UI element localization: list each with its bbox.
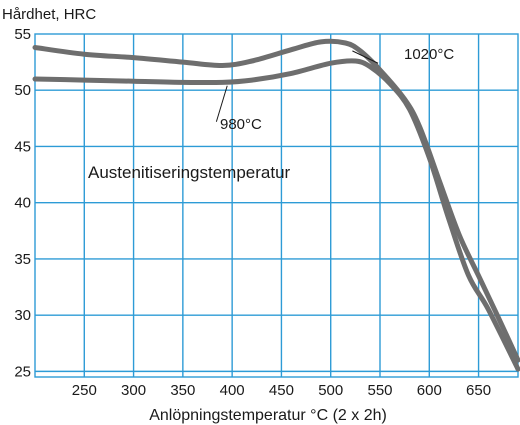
x-tick-labels: 250 300 350 400 450 500 550 600 650 xyxy=(72,382,491,399)
series-line-980c xyxy=(32,58,520,372)
y-tick-label: 40 xyxy=(14,195,31,212)
series-line-1020c xyxy=(32,38,520,363)
y-tick-label: 50 xyxy=(14,82,31,99)
y-tick-labels: 25 30 35 40 45 50 55 xyxy=(14,26,31,380)
x-tick-label: 400 xyxy=(220,382,245,399)
x-tick-label: 450 xyxy=(269,382,294,399)
grid xyxy=(34,33,519,378)
y-tick-label: 25 xyxy=(14,363,31,380)
y-axis-label: Hårdhet, HRC xyxy=(2,6,96,23)
x-tick-label: 550 xyxy=(367,382,392,399)
x-tick-label: 650 xyxy=(466,382,491,399)
plot-frame xyxy=(34,33,519,378)
x-tick-label: 600 xyxy=(417,382,442,399)
y-tick-label: 45 xyxy=(14,138,31,155)
x-axis-label: Anlöpningstemperatur °C (2 x 2h) xyxy=(149,407,387,424)
y-tick-label: 30 xyxy=(14,307,31,324)
series-labels: 1020°C 980°C xyxy=(220,46,454,133)
x-tick-label: 300 xyxy=(121,382,146,399)
x-tick-label: 350 xyxy=(170,382,195,399)
y-tick-label: 35 xyxy=(14,251,31,268)
annotation-austenitization: Austenitiseringstemperatur xyxy=(88,163,291,182)
leader-1020c xyxy=(352,50,379,64)
series-label-1020c: 1020°C xyxy=(404,46,454,63)
x-tick-label: 250 xyxy=(72,382,97,399)
leader-980c xyxy=(215,85,228,122)
series-label-980c: 980°C xyxy=(220,116,262,133)
series-lines xyxy=(32,38,520,372)
label-leaders xyxy=(215,50,379,122)
x-tick-label: 500 xyxy=(318,382,343,399)
y-tick-label: 55 xyxy=(14,26,31,43)
